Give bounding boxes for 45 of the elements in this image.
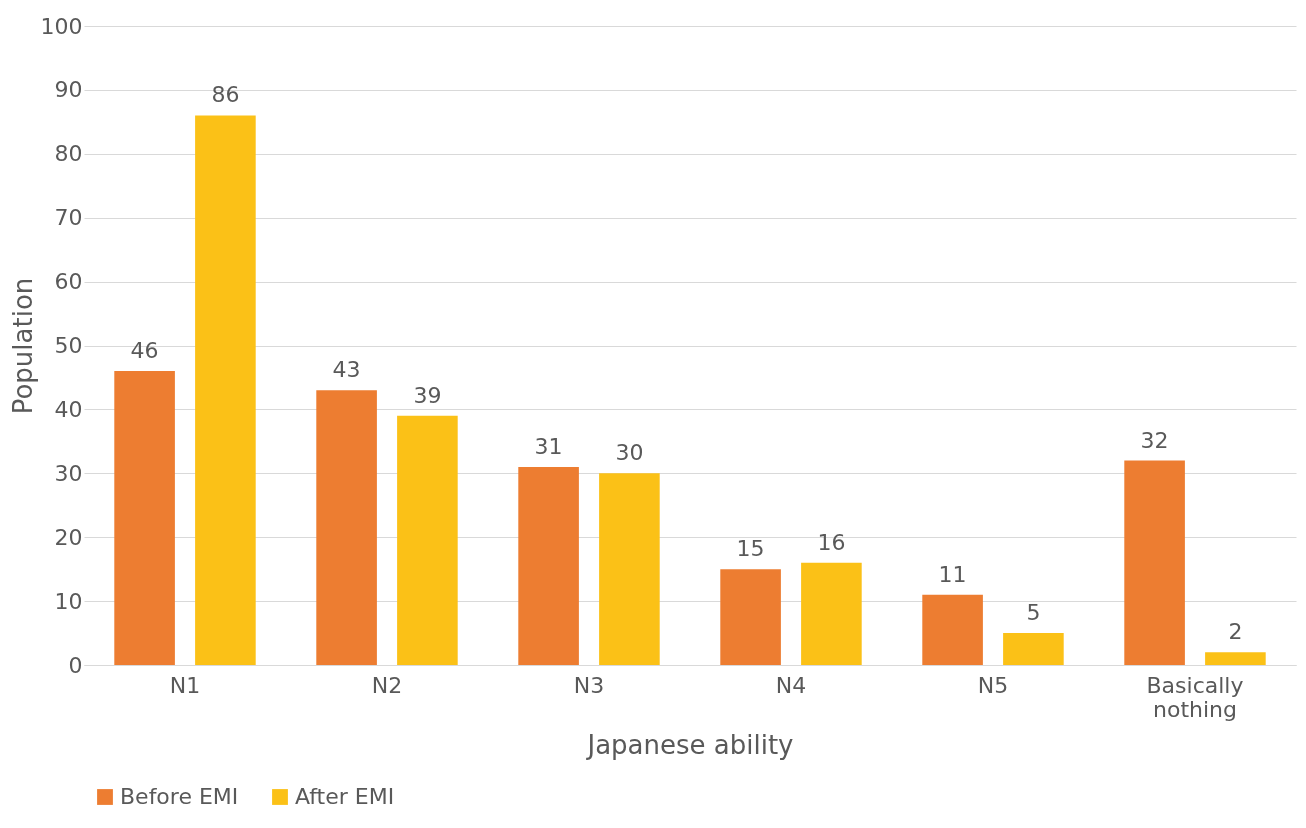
data-label: 32 — [1140, 427, 1169, 453]
data-label: 43 — [332, 357, 361, 383]
data-label: 31 — [534, 433, 563, 459]
bar — [1205, 652, 1266, 665]
legend-label: Before EMI — [120, 784, 239, 809]
legend-label: After EMI — [295, 784, 395, 809]
data-label: 16 — [817, 529, 846, 555]
data-label: 5 — [1026, 600, 1041, 626]
bar — [1124, 460, 1185, 665]
bar — [801, 562, 862, 665]
y-tick-label: 0 — [68, 652, 83, 678]
y-tick-label: 60 — [54, 269, 83, 295]
data-label: 2 — [1228, 619, 1243, 645]
bar — [518, 466, 579, 665]
data-label: 30 — [615, 440, 644, 466]
y-tick-label: 10 — [54, 588, 83, 614]
y-tick-label: 100 — [40, 13, 83, 39]
data-label: 86 — [211, 82, 240, 108]
x-tick-label: N4 — [775, 672, 807, 698]
bar — [599, 473, 660, 665]
y-tick-label: 20 — [54, 524, 83, 550]
y-tick-label: 80 — [54, 141, 83, 167]
x-tick-label: N1 — [169, 672, 201, 698]
x-tick-label: N2 — [371, 672, 403, 698]
x-tick-label: N5 — [977, 672, 1009, 698]
y-tick-label: 90 — [54, 77, 83, 103]
bar — [397, 415, 458, 665]
y-tick-label: 30 — [54, 460, 83, 486]
bar — [316, 390, 377, 665]
bar — [922, 594, 983, 665]
bar — [1003, 633, 1064, 665]
y-tick-label: 50 — [54, 333, 83, 358]
data-label: 15 — [736, 536, 765, 562]
x-tick-label: Basically nothing — [1146, 672, 1244, 722]
x-tick-label: N3 — [573, 672, 605, 698]
data-label: 11 — [938, 561, 967, 587]
bar — [114, 371, 175, 665]
bar — [720, 569, 781, 665]
data-label: 39 — [413, 382, 442, 408]
y-axis-title: Population — [7, 277, 38, 415]
bar — [195, 115, 256, 665]
data-label: 46 — [130, 338, 159, 364]
y-tick-label: 70 — [54, 205, 83, 231]
x-axis-title: Japanese ability — [585, 729, 794, 760]
y-tick-label: 40 — [54, 396, 83, 422]
